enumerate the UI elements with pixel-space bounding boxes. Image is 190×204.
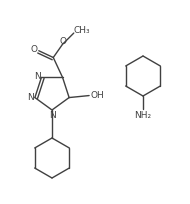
Text: O: O	[60, 37, 67, 46]
Text: OH: OH	[90, 91, 104, 100]
Text: O: O	[30, 45, 37, 54]
Text: N: N	[50, 111, 56, 120]
Text: N: N	[34, 72, 41, 81]
Text: NH₂: NH₂	[135, 112, 152, 121]
Text: CH₃: CH₃	[74, 26, 90, 35]
Text: N: N	[28, 93, 34, 102]
